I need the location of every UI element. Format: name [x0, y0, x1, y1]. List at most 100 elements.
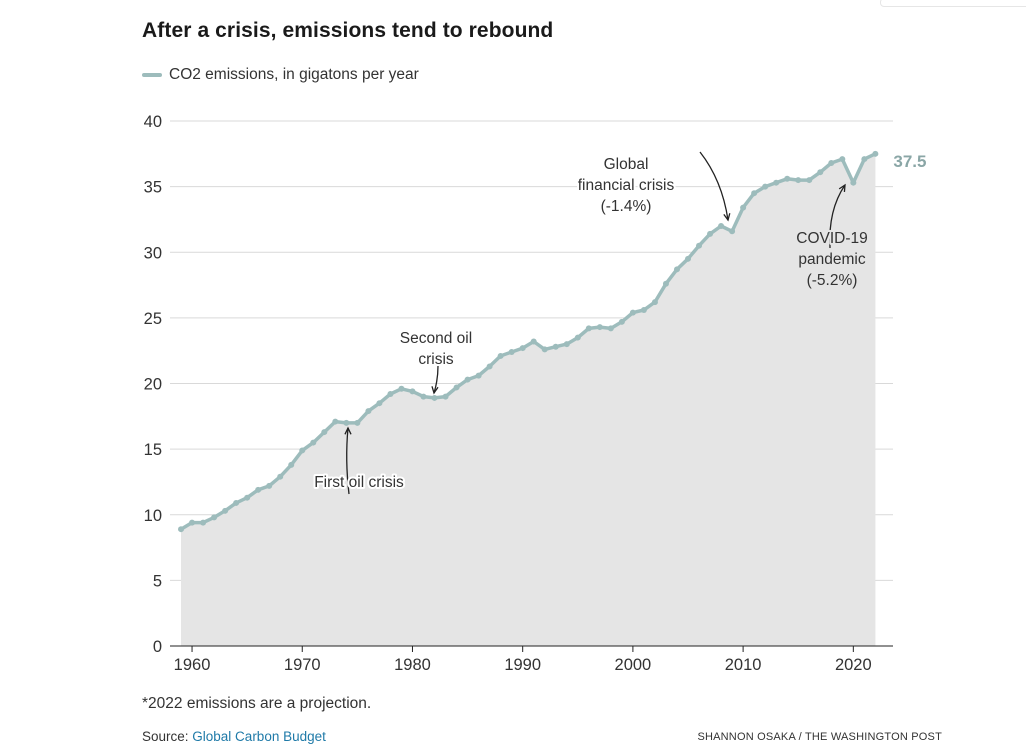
x-tick-label: 2020 — [835, 656, 872, 674]
annotation-text-halo: COVID-19 — [796, 230, 868, 247]
data-point-1984 — [453, 384, 460, 391]
data-point-2020 — [850, 179, 857, 186]
data-point-2002 — [651, 299, 658, 306]
data-point-1968 — [277, 473, 284, 480]
data-point-1988 — [497, 352, 504, 359]
data-point-2007 — [707, 230, 714, 237]
data-point-1963 — [222, 507, 229, 514]
annotation-text: Second oil — [400, 330, 472, 347]
data-point-1971 — [310, 439, 317, 446]
y-tick-label: 35 — [144, 179, 162, 197]
data-point-2019 — [839, 156, 846, 163]
annotation-text-halo: crisis — [418, 351, 454, 368]
data-point-2014 — [784, 175, 791, 182]
annotation-arrow — [699, 151, 729, 221]
data-point-2022 — [872, 150, 879, 157]
data-point-1975 — [354, 419, 361, 426]
annotation-arrowhead — [838, 183, 846, 193]
annotation-text-halo: pandemic — [798, 251, 865, 268]
annotation-text-halo: Second oil — [400, 330, 472, 347]
y-tick-label: 20 — [144, 376, 162, 394]
annotation-2020: COVID-19COVID-19pandemicpandemic(-5.2%)(… — [794, 183, 870, 291]
data-point-1969 — [288, 461, 295, 468]
data-point-1962 — [211, 514, 218, 521]
annotation-text: (-5.2%) — [807, 272, 858, 289]
annotation-text: Global — [604, 156, 649, 173]
data-point-2008 — [718, 223, 725, 229]
axes: 0 5 10 15 20 25 30 35 40 1960 1970 1980 1990 2000 2010… — [144, 113, 893, 674]
data-point-1979 — [398, 385, 405, 392]
source-link[interactable]: Global Carbon Budget — [192, 729, 326, 744]
chart-title: After a crisis, emissions tend to reboun… — [142, 19, 554, 42]
annotation-text-halo: First oil crisis — [314, 474, 404, 491]
data-point-2011 — [751, 190, 758, 197]
data-point-1995 — [574, 334, 581, 341]
source-line: Source: Global Carbon Budget — [142, 729, 326, 744]
legend-label: CO2 emissions, in gigatons per year — [169, 66, 419, 83]
emissions-line — [180, 152, 877, 531]
emissions-area — [181, 153, 876, 647]
annotation-text-halo: financial crisis — [578, 177, 675, 194]
data-point-1990 — [519, 345, 526, 352]
data-point-1999 — [618, 318, 625, 325]
data-point-2000 — [629, 309, 636, 316]
y-tick-label: 25 — [144, 310, 162, 328]
data-point-2013 — [773, 179, 780, 186]
data-point-1985 — [464, 376, 471, 383]
data-point-1970 — [299, 447, 306, 454]
annotation-text: First oil crisis — [314, 474, 404, 491]
y-tick-label: 15 — [144, 441, 162, 459]
x-tick-label: 1990 — [504, 656, 541, 674]
x-tick-label: 1960 — [174, 656, 211, 674]
source-prefix: Source: — [142, 729, 193, 744]
data-point-1959 — [178, 526, 185, 533]
data-point-2021 — [861, 156, 868, 163]
legend-swatch — [142, 73, 162, 77]
data-point-1989 — [508, 349, 515, 355]
data-point-1977 — [376, 400, 383, 407]
data-point-1960 — [189, 519, 196, 526]
data-point-1993 — [552, 343, 559, 350]
data-point-1978 — [387, 391, 394, 397]
data-point-2001 — [640, 307, 647, 313]
data-point-1997 — [596, 324, 603, 331]
x-tick-label: 2000 — [615, 656, 652, 674]
top-right-tab — [880, 0, 1026, 7]
legend: CO2 emissions, in gigatons per year — [142, 66, 419, 84]
data-point-2015 — [795, 177, 802, 184]
data-point-2003 — [662, 280, 669, 287]
data-point-2018 — [828, 160, 835, 166]
data-point-1973 — [332, 418, 339, 425]
y-tick-label: 40 — [144, 113, 162, 131]
data-point-1998 — [607, 325, 614, 332]
annotation-text: COVID-19 — [796, 230, 868, 247]
data-point-2010 — [740, 204, 747, 211]
x-tick-label: 1970 — [284, 656, 321, 674]
y-tick-label: 30 — [144, 244, 162, 262]
annotation-text-halo: (-5.2%) — [807, 272, 858, 289]
data-point-1987 — [486, 363, 493, 370]
end-value-label: 37.5 — [893, 152, 926, 171]
data-point-1967 — [266, 482, 273, 489]
annotation-arrow — [829, 184, 846, 249]
annotation-text: (-1.4%) — [601, 198, 652, 215]
data-point-1992 — [541, 346, 548, 353]
data-point-1965 — [244, 494, 251, 501]
data-point-1972 — [321, 429, 328, 436]
data-point-2017 — [817, 169, 824, 176]
x-tick-label: 2010 — [725, 656, 762, 674]
annotation-arrowhead — [344, 426, 352, 435]
data-point-2006 — [696, 242, 703, 249]
data-point-1981 — [420, 393, 427, 400]
annotation-arrowhead — [723, 213, 731, 222]
data-point-1980 — [409, 388, 416, 395]
data-point-1974 — [343, 419, 350, 426]
data-point-2016 — [806, 177, 813, 184]
annotation-text-halo: Global — [604, 156, 649, 173]
annotation-arrowhead — [431, 386, 439, 395]
y-tick-label: 10 — [144, 507, 162, 525]
annotation-arrow — [346, 427, 350, 495]
